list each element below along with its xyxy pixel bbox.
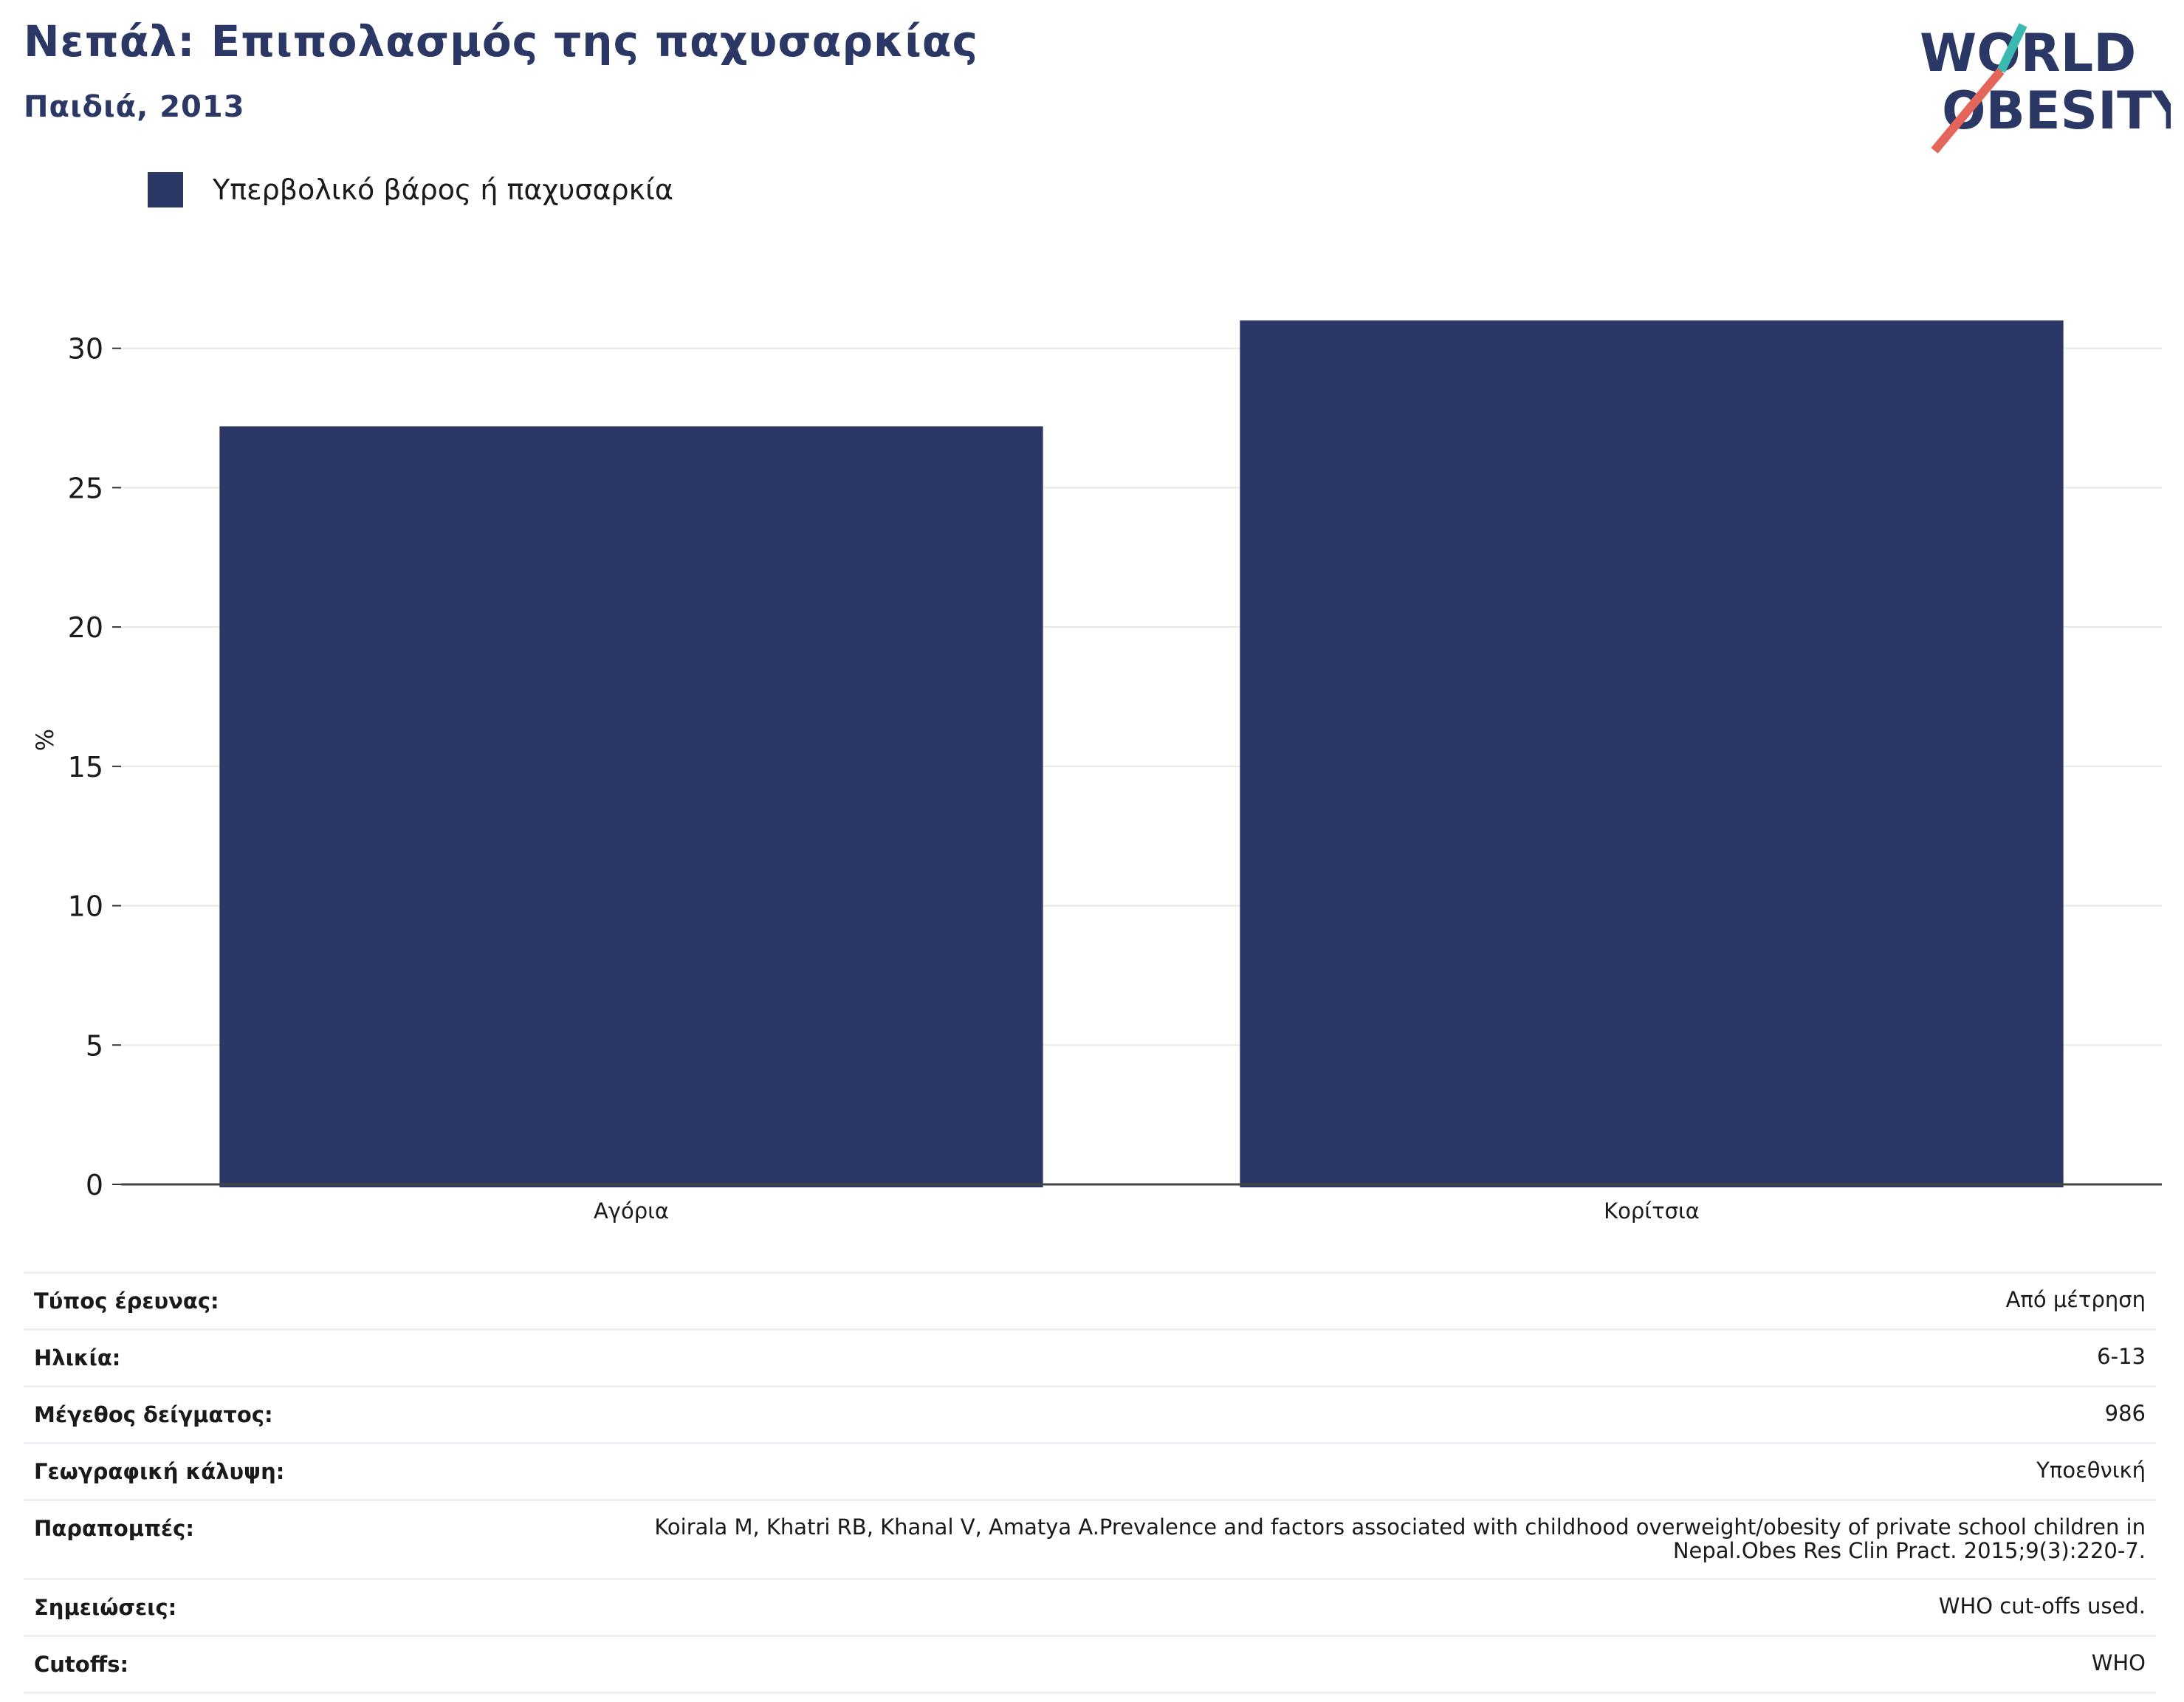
legend-label: Υπερβολικό βάρος ή παχυσαρκία <box>213 174 673 206</box>
info-row-survey-type: Τύπος έρευνας: Από μέτρηση <box>24 1272 2156 1330</box>
info-key: Ηλικία: <box>24 1328 561 1387</box>
logo-slash-upper <box>1996 23 2027 73</box>
bar <box>1240 320 2064 1188</box>
x-tick-label: Κορίτσια <box>1604 1198 1700 1224</box>
y-tick-label: 10 <box>68 891 103 923</box>
chart-subtitle: Παιδιά, 2013 <box>24 90 245 124</box>
y-tick-label: 30 <box>68 333 103 366</box>
info-value: Από μέτρηση <box>561 1272 2156 1330</box>
world-obesity-logo: WORLD OBESITY <box>1920 23 2171 154</box>
logo-word-obesity: OBESITY <box>1942 80 2171 141</box>
info-key: Μέγεθος δείγματος: <box>24 1385 561 1444</box>
bar-chart: 0 5 10 15 20 25 30% Αγόρια Κορίτσια <box>31 320 2162 1224</box>
info-row-references: Παραπομπές: Koirala M, Khatri RB, Khanal… <box>24 1499 2156 1579</box>
y-tick-label: 20 <box>68 611 103 644</box>
info-row-notes: Σημειώσεις: WHO cut-offs used. <box>24 1577 2156 1636</box>
info-value: WHO <box>561 1634 2156 1694</box>
legend-swatch <box>148 172 183 207</box>
info-row-age: Ηλικία: 6-13 <box>24 1328 2156 1387</box>
info-value: 986 <box>561 1385 2156 1444</box>
chart-title: Νεπάλ: Επιπολασμός της παχυσαρκίας <box>24 16 979 66</box>
chart-legend: Υπερβολικό βάρος ή παχυσαρκία <box>148 171 673 208</box>
info-key: Cutoffs: <box>24 1634 561 1694</box>
info-value: WHO cut-offs used. <box>561 1577 2156 1636</box>
y-axis-label: % <box>31 729 59 751</box>
info-row-cutoffs: Cutoffs: WHO <box>24 1634 2156 1694</box>
info-key: Τύπος έρευνας: <box>24 1272 561 1330</box>
y-tick-label: 0 <box>86 1169 103 1201</box>
info-key: Γεωγραφική κάλυψη: <box>24 1442 561 1500</box>
info-value: Koirala M, Khatri RB, Khanal V, Amatya A… <box>561 1499 2156 1579</box>
y-tick-label: 15 <box>68 751 103 783</box>
info-row-sample-size: Μέγεθος δείγματος: 986 <box>24 1385 2156 1444</box>
info-key: Σημειώσεις: <box>24 1577 561 1636</box>
info-value: Υποεθνική <box>561 1442 2156 1500</box>
y-tick-label: 5 <box>86 1029 103 1062</box>
bar <box>219 426 1043 1187</box>
info-value: 6-13 <box>561 1328 2156 1387</box>
y-tick-label: 25 <box>68 472 103 504</box>
survey-info-table: Τύπος έρευνας: Από μέτρηση Ηλικία: 6-13 … <box>24 1272 2156 1694</box>
info-key: Παραπομπές: <box>24 1499 561 1579</box>
x-tick-label: Αγόρια <box>594 1198 669 1224</box>
reference-line: Nepal.Obes Res Clin Pract. 2015;9(3):220… <box>1672 1537 2146 1563</box>
logo-word-world: WORLD <box>1920 23 2136 83</box>
reference-line: Koirala M, Khatri RB, Khanal V, Amatya A… <box>654 1514 2146 1540</box>
logo-slash-lower <box>1931 68 2005 154</box>
info-row-coverage: Γεωγραφική κάλυψη: Υποεθνική <box>24 1442 2156 1500</box>
